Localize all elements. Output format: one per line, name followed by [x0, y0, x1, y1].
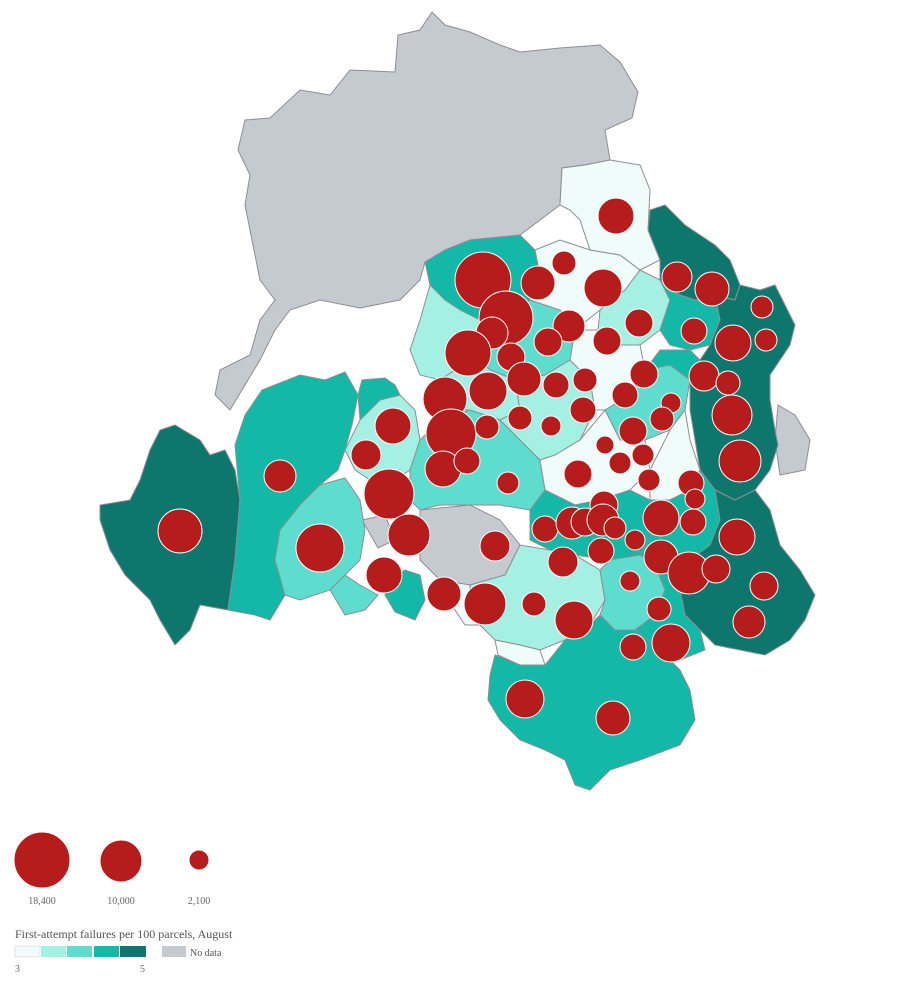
size-legend-bubble-medium: [99, 839, 143, 883]
color-legend-step-3: [67, 946, 92, 957]
bubble-marker[interactable]: [350, 439, 382, 471]
color-legend-min-label: 3: [15, 964, 20, 975]
bubble-marker[interactable]: [547, 546, 579, 578]
bubble-marker[interactable]: [711, 394, 753, 436]
bubble-marker[interactable]: [718, 518, 756, 556]
bubble-marker[interactable]: [631, 443, 655, 467]
bubble-marker[interactable]: [474, 414, 500, 440]
bubble-marker[interactable]: [642, 499, 680, 537]
bubble-marker[interactable]: [595, 700, 631, 736]
bubble-marker[interactable]: [749, 571, 779, 601]
bubble-marker[interactable]: [479, 530, 511, 562]
bubble-marker[interactable]: [554, 600, 594, 640]
bubble-marker[interactable]: [583, 268, 623, 308]
bubble-marker[interactable]: [263, 459, 297, 493]
size-legend: 18,400 10,000 2,100: [13, 831, 211, 907]
bubble-marker[interactable]: [468, 371, 508, 411]
bubble-marker[interactable]: [649, 406, 675, 432]
bubble-marker[interactable]: [679, 508, 707, 536]
size-legend-bubble-large: [13, 831, 71, 889]
color-legend-step-2: [41, 946, 66, 957]
bubble-marker[interactable]: [597, 197, 635, 235]
bubble-marker[interactable]: [572, 367, 598, 393]
bubble-marker[interactable]: [587, 537, 615, 565]
bubble-marker[interactable]: [463, 582, 507, 626]
bubble-marker[interactable]: [551, 250, 577, 276]
bubble-marker[interactable]: [496, 471, 520, 495]
bubble-marker[interactable]: [624, 529, 646, 551]
bubble-marker[interactable]: [592, 326, 622, 356]
color-legend-step-4: [94, 946, 119, 957]
color-legend: First-attempt failures per 100 parcels, …: [14, 927, 233, 975]
bubble-marker[interactable]: [608, 451, 632, 475]
bubble-marker[interactable]: [157, 508, 203, 554]
size-legend-label-large: 18,400: [28, 896, 56, 907]
bubble-marker[interactable]: [453, 447, 481, 475]
bubble-marker[interactable]: [387, 513, 431, 557]
size-legend-label-small: 2,100: [188, 896, 211, 907]
bubble-marker[interactable]: [619, 570, 641, 592]
bubble-marker[interactable]: [569, 396, 597, 424]
bubble-marker[interactable]: [603, 516, 627, 540]
bubble-marker[interactable]: [521, 591, 547, 617]
bubble-marker[interactable]: [701, 554, 731, 584]
color-legend-title: First-attempt failures per 100 parcels, …: [15, 927, 233, 941]
region-west-3[interactable]: [357, 377, 401, 422]
bubble-marker[interactable]: [684, 488, 706, 510]
bubble-marker[interactable]: [629, 359, 659, 389]
bubble-marker[interactable]: [531, 515, 559, 543]
bubble-marker[interactable]: [680, 317, 708, 345]
region-east-teal-mid[interactable]: [643, 349, 701, 381]
bubble-marker[interactable]: [718, 439, 762, 483]
bubble-marker[interactable]: [688, 360, 720, 392]
bubble-marker[interactable]: [651, 623, 691, 663]
size-legend-bubble-small: [188, 849, 210, 871]
bubble-marker[interactable]: [426, 576, 462, 612]
bubble-marker[interactable]: [506, 361, 542, 397]
bubble-marker[interactable]: [750, 295, 774, 319]
no-data-label: No data: [190, 948, 222, 959]
bubble-marker[interactable]: [624, 308, 654, 338]
bubble-marker[interactable]: [714, 324, 752, 362]
color-legend-max-label: 5: [140, 964, 145, 975]
bubble-marker[interactable]: [540, 415, 562, 437]
bubble-marker[interactable]: [732, 605, 766, 639]
bubble-marker[interactable]: [363, 468, 415, 520]
no-data-swatch: [162, 946, 186, 957]
bubble-marker[interactable]: [694, 271, 730, 307]
bubble-marker[interactable]: [619, 633, 647, 661]
bubble-layer: [157, 197, 779, 736]
bubble-marker[interactable]: [646, 596, 672, 622]
bubble-marker[interactable]: [563, 459, 593, 489]
region-no-data-east[interactable]: [774, 404, 811, 476]
region-southwest-lobe[interactable]: [329, 574, 379, 616]
bubble-marker[interactable]: [552, 309, 586, 343]
size-legend-label-medium: 10,000: [107, 896, 135, 907]
bubble-marker[interactable]: [595, 435, 615, 455]
color-legend-step-1: [14, 945, 41, 958]
bubble-marker[interactable]: [444, 329, 492, 377]
bubble-marker[interactable]: [520, 265, 556, 301]
bubble-marker[interactable]: [533, 327, 563, 357]
bubble-marker[interactable]: [611, 381, 639, 409]
bubble-marker[interactable]: [754, 328, 778, 352]
bubble-marker[interactable]: [637, 468, 661, 492]
color-legend-step-5: [120, 946, 146, 957]
bubble-marker[interactable]: [507, 405, 533, 431]
bubble-marker[interactable]: [505, 679, 545, 719]
bubble-marker[interactable]: [542, 371, 570, 399]
bubble-marker[interactable]: [661, 261, 693, 293]
bubble-marker[interactable]: [618, 416, 648, 446]
bubble-marker[interactable]: [365, 556, 403, 594]
legend: 18,400 10,000 2,100 First-attempt failur…: [13, 831, 233, 975]
bubble-marker[interactable]: [374, 407, 412, 445]
bubble-marker[interactable]: [295, 523, 345, 573]
bubble-marker[interactable]: [715, 370, 741, 396]
